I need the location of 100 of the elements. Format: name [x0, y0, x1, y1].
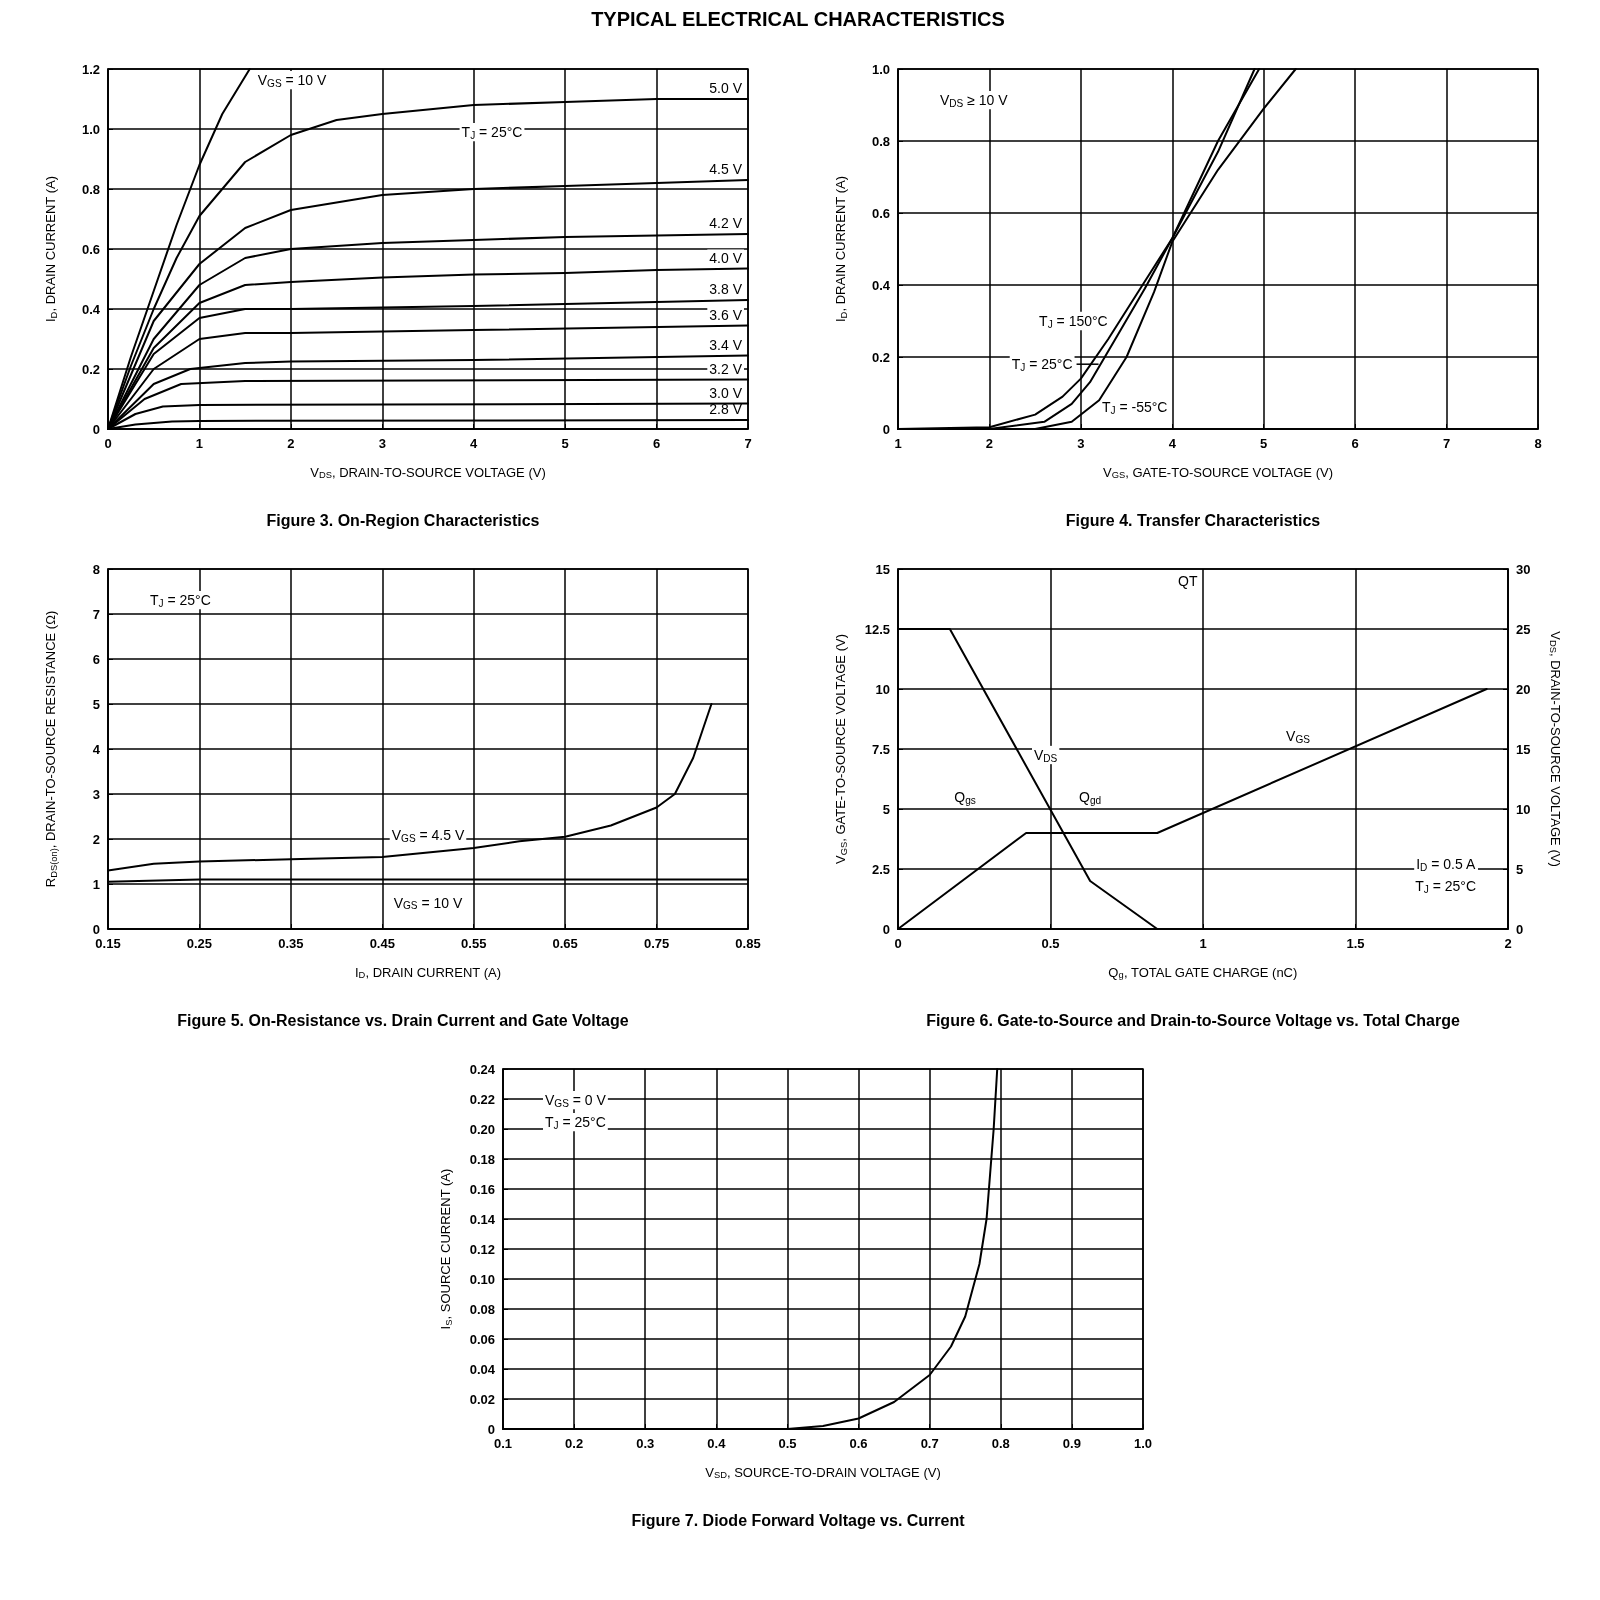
y-tick-label: 0.18	[469, 1151, 495, 1167]
x-tick-label: 0.25	[186, 936, 213, 951]
y-tick-label: 0	[487, 1421, 495, 1437]
y2-tick-label: 30	[1516, 561, 1531, 577]
series-label: 3.4 V	[709, 336, 743, 353]
y2-tick-label: 5	[1516, 861, 1524, 877]
y-tick-label: 0.14	[469, 1211, 496, 1227]
series-label: 4.2 V	[709, 215, 743, 231]
x-tick-label: 0.9	[1062, 1436, 1081, 1451]
x-tick-label: 0.5	[778, 1436, 797, 1451]
y2-tick-label: 15	[1516, 741, 1531, 757]
text: Figure 5. On-Resistance vs. Drain Current and Gate Voltage	[177, 1011, 629, 1029]
y-tick-label: 5	[882, 801, 890, 817]
series-label: 3.2 V	[709, 360, 743, 377]
x-tick-label: 1.5	[1346, 936, 1365, 951]
text: Figure 3. On-Region Characteristics	[266, 511, 540, 529]
x-tick-label: 0.5	[1041, 936, 1060, 951]
y-tick-label: 0.22	[469, 1091, 495, 1107]
x-tick-label: 0.1	[493, 1436, 513, 1451]
series-label: 5.0 V	[709, 80, 743, 96]
y-tick-label: 0.8	[871, 133, 890, 149]
y-tick-label: 0.8	[81, 181, 100, 197]
y-tick-label: 10	[875, 681, 890, 697]
y2-tick-label: 0	[1516, 921, 1524, 937]
y-tick-label: 2.5	[871, 861, 890, 877]
text: TYPICAL ELECTRICAL CHARACTERISTICS	[591, 8, 1005, 30]
series-label: 3.0 V	[709, 384, 743, 401]
x-tick-label: 0.65	[552, 936, 578, 951]
x-tick-label: 6	[1351, 436, 1359, 451]
x-tick-label: 7	[1442, 436, 1451, 451]
y-tick-label: 6	[92, 651, 100, 667]
x-axis-title: VSD, SOURCE-TO-DRAIN VOLTAGE (V)	[705, 1464, 941, 1481]
x-tick-label: 0.85	[735, 936, 761, 951]
x-tick-label: 0.35	[278, 936, 304, 951]
y-tick-label: 0.6	[871, 205, 890, 221]
x-axis-title: VGS, GATE-TO-SOURCE VOLTAGE (V)	[1103, 464, 1333, 481]
y-tick-label: 8	[92, 561, 100, 577]
y-axis-title: VGS, GATE-TO-SOURCE VOLTAGE (V)	[833, 634, 849, 864]
y-axis-title: IS, SOURCE CURRENT (A)	[438, 1168, 454, 1330]
x-tick-label: 1	[1199, 936, 1207, 951]
y-tick-label: 0.2	[81, 361, 100, 377]
y-tick-label: 0	[882, 921, 890, 937]
x-tick-label: 0.2	[565, 1436, 584, 1451]
y2-tick-label: 25	[1516, 621, 1531, 637]
text: Figure 7. Diode Forward Voltage vs. Current	[631, 1511, 966, 1529]
y2-tick-label: 10	[1516, 801, 1531, 817]
series-label: 3.8 V	[709, 281, 743, 297]
series-label: 4.5 V	[709, 161, 743, 177]
y-axis-title: ID, DRAIN CURRENT (A)	[43, 176, 59, 323]
x-axis-title: Qg, TOTAL GATE CHARGE (nC)	[1108, 964, 1298, 981]
y-tick-label: 0.20	[469, 1121, 495, 1137]
x-axis-title: VDS, DRAIN-TO-SOURCE VOLTAGE (V)	[310, 464, 546, 481]
series-label: 3.6 V	[709, 306, 743, 323]
x-tick-label: 1	[894, 436, 902, 451]
y-tick-label: 1	[92, 876, 100, 892]
x-tick-label: 0.8	[991, 1436, 1010, 1451]
y-tick-label: 2	[92, 831, 100, 847]
x-tick-label: 0.55	[461, 936, 487, 951]
y-tick-label: 0	[882, 421, 890, 437]
y-tick-label: 15	[875, 561, 890, 577]
x-tick-label: 4	[1168, 436, 1177, 451]
y-tick-label: 0.08	[469, 1301, 495, 1317]
y-tick-label: 0	[92, 921, 100, 937]
y-tick-label: 1.0	[871, 61, 890, 77]
x-tick-label: 7	[744, 436, 752, 451]
y-tick-label: 7.5	[871, 741, 890, 757]
y-tick-label: 0.10	[469, 1271, 495, 1287]
y2-tick-label: 20	[1516, 681, 1531, 697]
annotation: QT	[1178, 573, 1198, 589]
y-tick-label: 3	[92, 786, 100, 802]
y-tick-label: 0.4	[81, 301, 101, 317]
x-tick-label: 2	[1504, 936, 1512, 951]
x-tick-label: 0.6	[849, 1436, 868, 1451]
x-tick-label: 0.7	[920, 1436, 939, 1451]
y-tick-label: 0.02	[469, 1391, 495, 1407]
text: Figure 4. Transfer Characteristics	[1065, 511, 1321, 529]
y-tick-label: 12.5	[864, 621, 890, 637]
y-tick-label: 0.2	[871, 349, 890, 365]
x-axis-title: ID, DRAIN CURRENT (A)	[354, 964, 501, 981]
y2-axis-title: VDS, DRAIN-TO-SOURCE VOLTAGE (V)	[1547, 631, 1563, 867]
y-tick-label: 7	[92, 606, 100, 622]
x-tick-label: 8	[1534, 436, 1542, 451]
x-tick-label: 3	[378, 436, 386, 451]
x-tick-label: 5	[1260, 436, 1268, 451]
x-tick-label: 0.75	[643, 936, 670, 951]
x-tick-label: 6	[652, 436, 661, 451]
y-axis-title: ID, DRAIN CURRENT (A)	[833, 176, 849, 323]
y-tick-label: 0	[92, 421, 100, 437]
y-tick-label: 0.04	[469, 1361, 496, 1377]
y-tick-label: 0.6	[81, 241, 100, 257]
y-tick-label: 0.4	[871, 277, 891, 293]
x-tick-label: 0	[894, 936, 902, 951]
x-tick-label: 2	[287, 436, 295, 451]
y-axis-title: RDS(on), DRAIN-TO-SOURCE RESISTANCE (Ω)	[43, 610, 59, 888]
x-tick-label: 5	[561, 436, 569, 451]
series-label: 2.8 V	[709, 401, 743, 417]
series-label: 4.0 V	[709, 249, 743, 266]
text: Figure 6. Gate-to-Source and Drain-to-Source Voltage vs. Total Charge	[926, 1011, 1460, 1029]
x-tick-label: 0.3	[636, 1436, 655, 1451]
y-tick-label: 4	[92, 741, 101, 757]
